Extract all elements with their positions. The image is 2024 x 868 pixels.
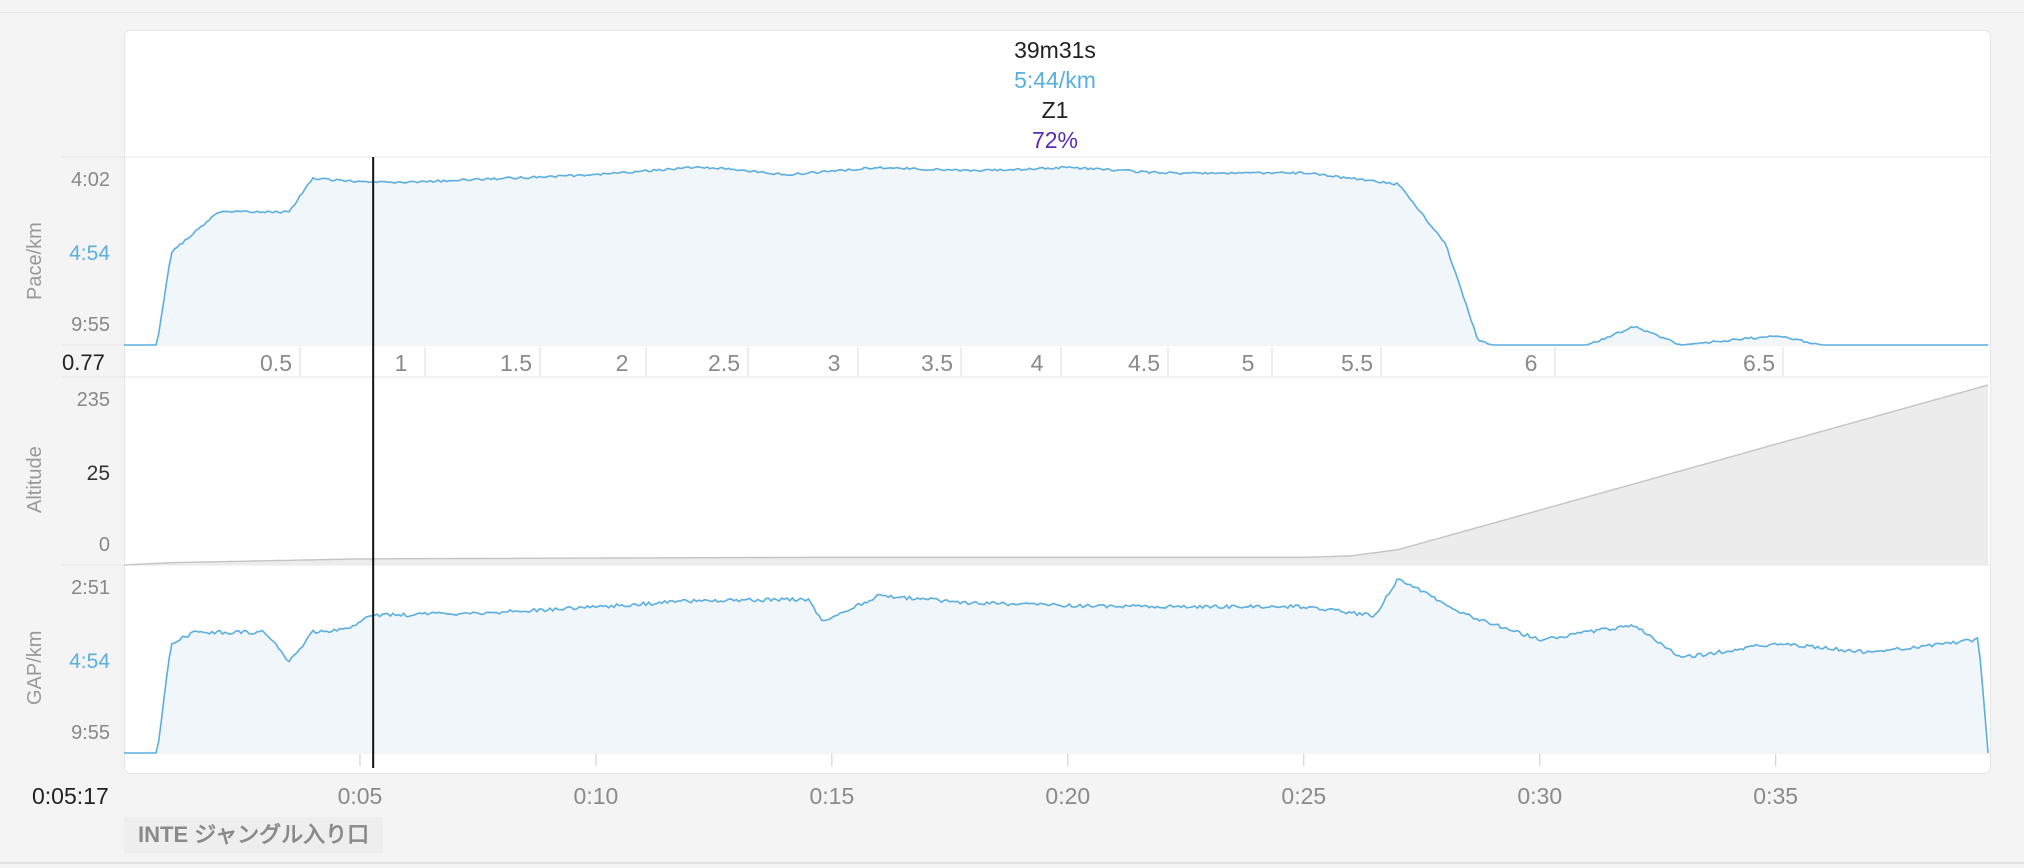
time-tick-label: 0:20 xyxy=(1045,783,1091,809)
time-tick-label: 0:10 xyxy=(573,783,619,809)
distance-tick-label: 6 xyxy=(1524,350,1538,376)
distance-tick-label: 0.5 xyxy=(260,350,292,376)
altitude-tick-top: 235 xyxy=(76,389,110,411)
cursor-time: 0:05:17 xyxy=(32,783,109,809)
distance-tick-label: 4.5 xyxy=(1128,350,1160,376)
gap-series-area xyxy=(124,579,1989,753)
pace-tick-top: 4:02 xyxy=(71,169,110,191)
distance-tick-label: 3.5 xyxy=(921,350,953,376)
gap-series-line xyxy=(124,578,1989,754)
altitude-series-line xyxy=(123,384,1989,566)
distance-tick-label: 4 xyxy=(1030,350,1044,376)
pace-tick-mid: 4:54 xyxy=(69,242,110,265)
top-divider xyxy=(0,12,2024,13)
time-tick-label: 0:05 xyxy=(337,783,383,809)
time-tick-label: 0:35 xyxy=(1753,783,1799,809)
cursor-distance: 0.77 xyxy=(62,350,105,375)
time-tick-label: 0:15 xyxy=(809,783,855,809)
bottom-divider xyxy=(0,862,2024,864)
segment-label[interactable]: INTE ジャングル入り口 xyxy=(124,817,384,853)
tooltip-zone: Z1 xyxy=(1041,97,1069,123)
altitude-series-area xyxy=(124,385,1989,565)
distance-tick-label: 1 xyxy=(394,350,408,376)
pace-tick-bottom: 9:55 xyxy=(71,314,110,336)
distance-tick-label: 5 xyxy=(1241,350,1255,376)
gap-tick-top: 2:51 xyxy=(71,577,110,599)
distance-tick-label: 2 xyxy=(615,350,629,376)
gap-tick-mid: 4:54 xyxy=(69,650,110,673)
gap-tick-bottom: 9:55 xyxy=(71,722,110,744)
pace-series-line xyxy=(124,165,1989,346)
tooltip-percent: 72% xyxy=(1031,127,1079,153)
altitude-tick-mid: 25 xyxy=(86,462,110,485)
tooltip-time: 39m31s xyxy=(1014,37,1096,63)
distance-tick-label: 5.5 xyxy=(1341,350,1373,376)
altitude-tick-bottom: 0 xyxy=(98,534,110,556)
distance-tick-label: 2.5 xyxy=(708,350,740,376)
time-tick-label: 0:30 xyxy=(1517,783,1563,809)
distance-tick-label: 3 xyxy=(827,350,841,376)
distance-tick-label: 1.5 xyxy=(500,350,532,376)
time-tick-label: 0:25 xyxy=(1281,783,1327,809)
distance-tick-label: 6.5 xyxy=(1743,350,1775,376)
tooltip-pace: 5:44/km xyxy=(1014,67,1096,93)
pace-series-area xyxy=(124,166,1989,345)
